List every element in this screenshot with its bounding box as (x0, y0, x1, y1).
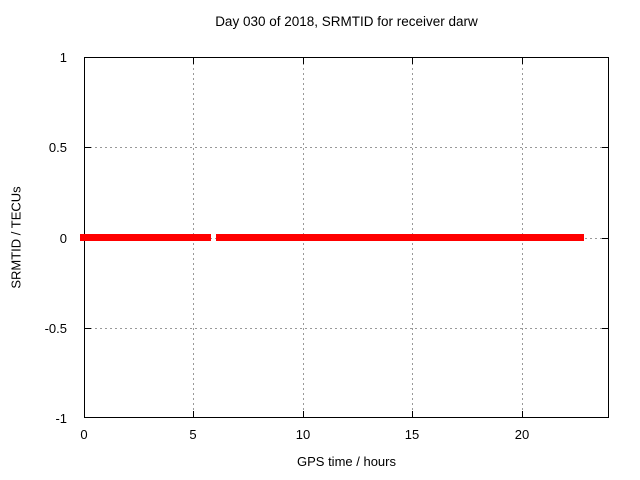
x-tick-bottom-15 (412, 411, 413, 417)
x-tick-label-5: 5 (189, 427, 197, 442)
y-tick-label-0.5: 0.5 (48, 140, 67, 155)
gridline-y--0.5 (85, 328, 608, 329)
y-tick-label-1: 1 (59, 50, 67, 65)
x-tick-label-10: 10 (295, 427, 311, 442)
x-axis-label: GPS time / hours (297, 454, 396, 469)
x-tick-label-15: 15 (404, 427, 420, 442)
x-tick-bottom-5 (193, 411, 194, 417)
y-tick-label--1: -1 (55, 411, 67, 426)
x-tick-top-0 (84, 58, 85, 64)
x-tick-top-20 (522, 58, 523, 64)
y-tick-left-0.5 (85, 147, 91, 148)
x-tick-label-20: 20 (514, 427, 530, 442)
chart-title: Day 030 of 2018, SRMTID for receiver dar… (215, 14, 478, 29)
x-tick-bottom-10 (303, 411, 304, 417)
y-tick-right-0.5 (602, 147, 608, 148)
y-tick-label-0: 0 (59, 231, 67, 246)
x-tick-bottom-0 (84, 411, 85, 417)
x-tick-top-15 (412, 58, 413, 64)
y-tick-left--0.5 (85, 328, 91, 329)
y-tick-right-0 (602, 238, 608, 239)
y-tick-right--0.5 (602, 328, 608, 329)
x-tick-top-5 (193, 58, 194, 64)
x-tick-top-10 (303, 58, 304, 64)
series-segment-0 (80, 234, 211, 241)
y-tick-label--0.5: -0.5 (44, 321, 67, 336)
series-segment-1 (216, 234, 584, 241)
x-tick-bottom-20 (522, 411, 523, 417)
x-tick-label-0: 0 (80, 427, 88, 442)
gridline-y-0.5 (85, 147, 608, 148)
